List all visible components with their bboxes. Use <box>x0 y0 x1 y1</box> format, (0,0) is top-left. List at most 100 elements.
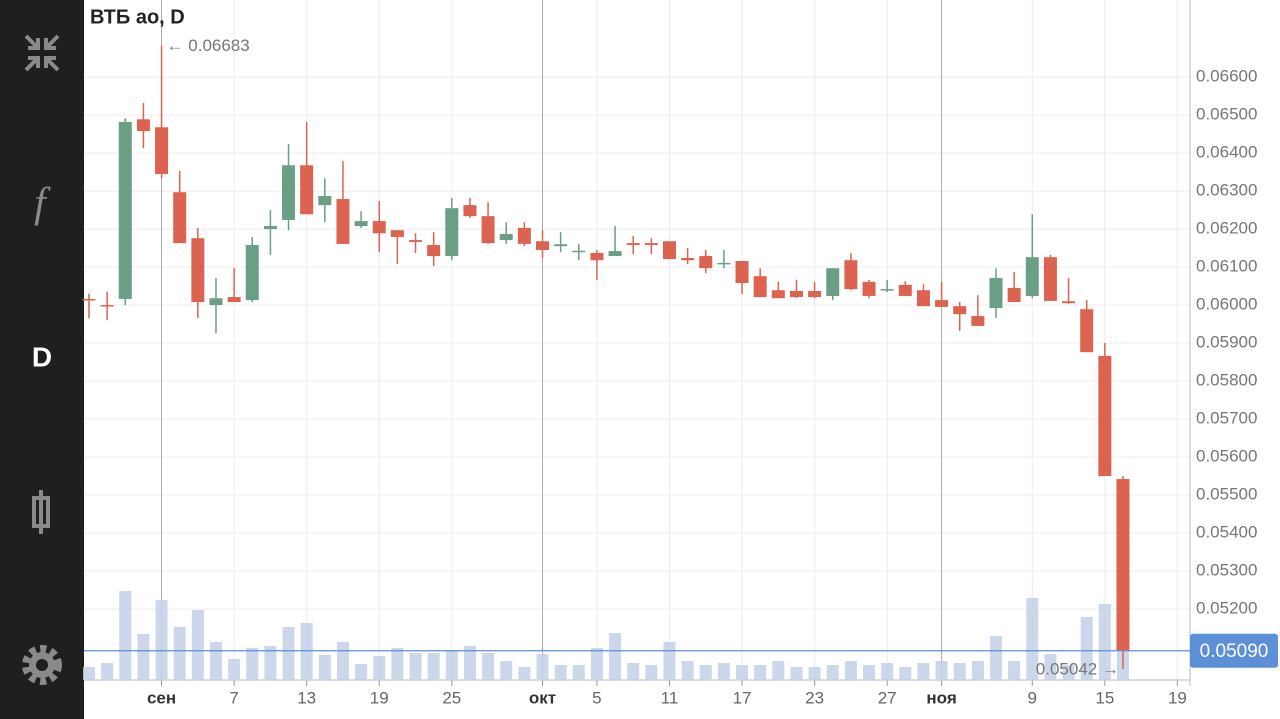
volume-bar <box>355 664 368 680</box>
volume-bar <box>173 627 186 680</box>
y-tick-label: 0.05200 <box>1196 598 1257 617</box>
volume-bar <box>863 665 876 680</box>
candle-body <box>409 240 423 242</box>
candle-body <box>1025 257 1039 296</box>
candle-body <box>427 245 441 257</box>
volume-bar <box>645 665 658 680</box>
volume-bar <box>518 667 531 680</box>
collapse-icon[interactable] <box>24 34 60 72</box>
volume-bar <box>772 661 785 680</box>
candle-body <box>155 127 169 174</box>
volume-bar <box>373 656 386 680</box>
candle-body <box>191 238 205 303</box>
candle-body <box>916 290 930 307</box>
volume-bar <box>826 665 839 680</box>
candle-body <box>209 298 223 306</box>
y-tick-label: 0.06400 <box>1196 143 1257 162</box>
candle-body <box>245 245 259 301</box>
candle-body <box>572 250 586 253</box>
candle-body <box>82 298 96 301</box>
candle-body <box>971 316 985 326</box>
x-tick-label: 13 <box>297 688 316 707</box>
candle-body <box>735 260 749 284</box>
x-tick-label: 17 <box>733 688 752 707</box>
candle-body <box>989 278 1003 309</box>
candle-body <box>898 284 912 296</box>
volume-bar <box>899 667 912 680</box>
candle-body <box>789 290 803 298</box>
candle-body <box>536 241 549 250</box>
volume-bar <box>463 646 476 680</box>
y-tick-label: 0.06000 <box>1196 295 1257 314</box>
chart-title: ВТБ ао, D <box>90 6 185 28</box>
candle-body <box>336 199 350 244</box>
candle-body <box>318 196 332 206</box>
candle-body <box>826 268 840 296</box>
volume-bar <box>482 653 495 680</box>
candle-body <box>517 227 531 244</box>
candle-body <box>662 241 676 260</box>
candle-body <box>445 208 459 257</box>
y-tick-label: 0.06300 <box>1196 181 1257 200</box>
volume-bar <box>536 654 549 680</box>
volume-bar <box>663 642 676 680</box>
candle-body <box>717 262 731 265</box>
volume-bar <box>1062 665 1075 680</box>
volume-bar <box>391 648 404 680</box>
candle-body <box>626 243 640 246</box>
volume-bar <box>336 642 349 680</box>
y-tick-label: 0.05600 <box>1196 446 1257 465</box>
volume-bar <box>1044 654 1057 680</box>
candle-body <box>390 230 404 238</box>
x-tick-label: 15 <box>1095 688 1114 707</box>
volume-bar <box>990 636 1002 680</box>
volume-bar <box>572 665 585 680</box>
x-tick-label: ноя <box>926 688 956 707</box>
candle-body <box>808 290 822 298</box>
settings-icon[interactable] <box>22 645 62 685</box>
volume-bar <box>137 634 150 680</box>
y-tick-label: 0.06100 <box>1196 257 1257 276</box>
candle-body <box>1007 287 1021 303</box>
candle-body <box>263 226 277 230</box>
y-tick-label: 0.05400 <box>1196 522 1257 541</box>
timeframe-button[interactable]: D <box>32 341 52 372</box>
volume-bar <box>264 646 277 680</box>
volume-bar <box>1008 661 1021 680</box>
volume-bar <box>971 661 984 680</box>
x-tick-label: 27 <box>878 688 897 707</box>
candle-body <box>844 260 858 290</box>
x-tick-label: 25 <box>442 688 461 707</box>
candle-body <box>699 256 713 269</box>
volume-bar <box>699 665 712 680</box>
volume-bar <box>191 610 204 680</box>
chart-type-icon[interactable] <box>32 490 50 534</box>
candle-body <box>554 244 568 247</box>
candle-body <box>227 297 241 303</box>
x-tick-label: окт <box>529 688 556 707</box>
candle-body <box>118 121 132 299</box>
candle-body <box>1116 479 1130 651</box>
volume-bar <box>282 627 295 680</box>
x-tick-label: 23 <box>805 688 824 707</box>
volume-bar <box>228 659 241 680</box>
volume-bar <box>917 663 930 680</box>
volume-bar <box>935 661 948 680</box>
volume-bar <box>427 653 440 680</box>
x-tick-label: 11 <box>661 688 679 707</box>
y-tick-label: 0.06600 <box>1196 67 1257 86</box>
y-tick-label: 0.06500 <box>1196 105 1257 124</box>
x-tick-label: сен <box>147 688 176 707</box>
candle-body <box>1080 309 1094 353</box>
candle-body <box>681 257 695 261</box>
volume-bar <box>318 655 331 680</box>
candle-body <box>590 253 604 261</box>
volume-bar <box>300 623 313 680</box>
volume-bar <box>209 642 222 680</box>
volume-bar <box>953 663 966 680</box>
candle-body <box>862 281 876 296</box>
candle-body <box>1043 257 1057 301</box>
volume-bar <box>155 600 168 680</box>
volume-bar <box>1080 617 1093 680</box>
